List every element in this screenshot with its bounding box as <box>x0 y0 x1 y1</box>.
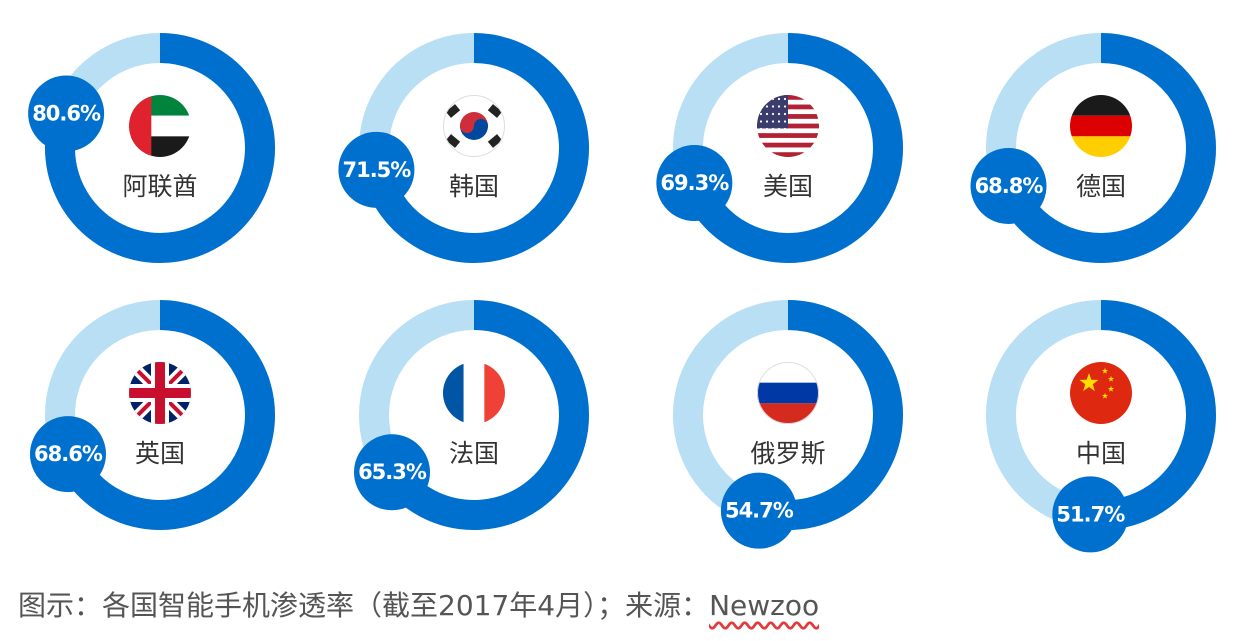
donut-arc <box>45 33 275 263</box>
value-badge <box>354 434 431 511</box>
value-label: 65.3% <box>358 460 427 484</box>
donut-arc <box>994 33 1216 263</box>
china-flag-icon <box>1070 362 1132 424</box>
donut-chart-grid: 阿联酋 80.6% 韩国 71.5% 美国 69.3% 德国 68.8% 英国 68.6% 法国 65… <box>28 33 1216 553</box>
donut-arc <box>379 300 589 530</box>
donut-arc <box>54 300 275 530</box>
country-label: 中国 <box>1076 439 1126 468</box>
donut-8: 中国 51.7% <box>986 300 1216 553</box>
uk-flag-icon <box>129 362 191 424</box>
donut-arc <box>680 33 903 263</box>
donut-arc <box>361 33 589 263</box>
value-label: 54.7% <box>725 499 794 523</box>
value-label: 69.3% <box>660 171 729 195</box>
uae-flag-icon <box>129 95 191 157</box>
donut-3: 美国 69.3% <box>656 33 903 263</box>
chart-caption: 图示：各国智能手机渗透率（截至2017年4月）；来源：Newzoo <box>18 584 819 624</box>
country-label: 阿联酋 <box>122 172 197 201</box>
country-label: 俄罗斯 <box>750 439 825 468</box>
country-label: 法国 <box>449 439 499 468</box>
donut-6: 法国 65.3% <box>354 300 589 530</box>
value-label: 68.6% <box>34 442 103 466</box>
germany-flag-icon <box>1070 95 1132 157</box>
country-label: 德国 <box>1076 172 1126 201</box>
country-label: 英国 <box>135 439 185 468</box>
caption-source: Newzoo <box>709 589 820 622</box>
value-badge <box>338 131 415 208</box>
value-label: 51.7% <box>1056 502 1125 526</box>
donut-1: 阿联酋 80.6% <box>28 33 275 263</box>
donut-arc <box>754 300 903 530</box>
value-badge <box>1052 476 1129 553</box>
value-label: 80.6% <box>32 102 101 126</box>
value-badge <box>656 145 733 222</box>
value-badge <box>29 416 106 493</box>
france-flag-icon <box>443 362 505 424</box>
value-label: 68.8% <box>975 174 1044 198</box>
value-badge <box>970 147 1047 224</box>
caption-text: 图示：各国智能手机渗透率（截至2017年4月）；来源： <box>18 589 710 622</box>
south-korea-flag-icon <box>443 95 505 157</box>
country-label: 韩国 <box>449 172 499 201</box>
donut-arc <box>1088 300 1216 530</box>
donut-5: 英国 68.6% <box>29 300 275 530</box>
value-label: 71.5% <box>342 158 411 182</box>
value-badge <box>28 75 105 152</box>
donut-2: 韩国 71.5% <box>338 33 589 263</box>
donut-4: 德国 68.8% <box>970 33 1216 263</box>
usa-flag-icon <box>757 95 819 157</box>
donut-7: 俄罗斯 54.7% <box>673 300 903 549</box>
country-label: 美国 <box>763 172 813 201</box>
value-badge <box>720 472 797 549</box>
